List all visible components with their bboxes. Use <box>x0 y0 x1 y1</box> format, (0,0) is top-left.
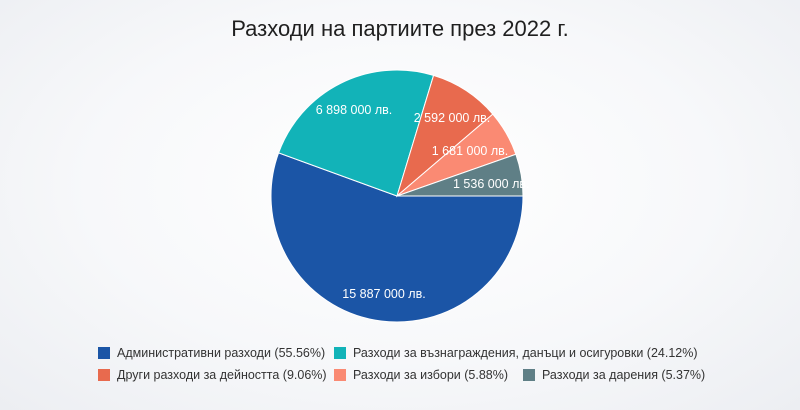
legend-label: Административни разходи (55.56%) <box>117 346 326 360</box>
pie-slice-salaries[interactable] <box>277 69 435 197</box>
legend-swatch <box>98 347 110 359</box>
legend-label: Други разходи за дейността (9.06%) <box>117 368 327 382</box>
pie-slice-administrative[interactable] <box>270 152 524 323</box>
legend-item-administrative[interactable]: Административни разходи (55.56%) <box>98 346 325 360</box>
legend-item-other[interactable]: Други разходи за дейността (9.06%) <box>98 368 327 382</box>
chart-title: Разходи на партиите през 2022 г. <box>231 16 569 41</box>
slice-label-administrative: 15 887 000 лв. <box>342 287 425 301</box>
slice-label-donations: 1 536 000 лв. <box>453 177 530 191</box>
slice-label-other: 2 592 000 лв. <box>414 111 491 125</box>
slice-label-elections: 1 681 000 лв. <box>432 144 509 158</box>
legend-label: Разходи за дарения (5.37%) <box>542 368 706 382</box>
legend-swatch <box>334 347 346 359</box>
legend-item-salaries[interactable]: Разходи за възнаграждения, данъци и осиг… <box>334 346 698 360</box>
legend-label: Разходи за възнаграждения, данъци и осиг… <box>353 346 698 360</box>
legend-swatch <box>523 369 535 381</box>
slice-label-salaries: 6 898 000 лв. <box>316 103 393 117</box>
legend-swatch <box>98 369 110 381</box>
legend-item-elections[interactable]: Разходи за избори (5.88%) <box>334 368 508 382</box>
legend-row-1: Административни разходи (55.56%) Разходи… <box>0 346 800 366</box>
legend-item-donations[interactable]: Разходи за дарения (5.37%) <box>523 368 705 382</box>
pie-slice-donations[interactable] <box>396 153 524 197</box>
legend-label: Разходи за избори (5.88%) <box>353 368 509 382</box>
legend-row-2: Други разходи за дейността (9.06%) Разхо… <box>0 368 800 388</box>
legend-swatch <box>334 369 346 381</box>
